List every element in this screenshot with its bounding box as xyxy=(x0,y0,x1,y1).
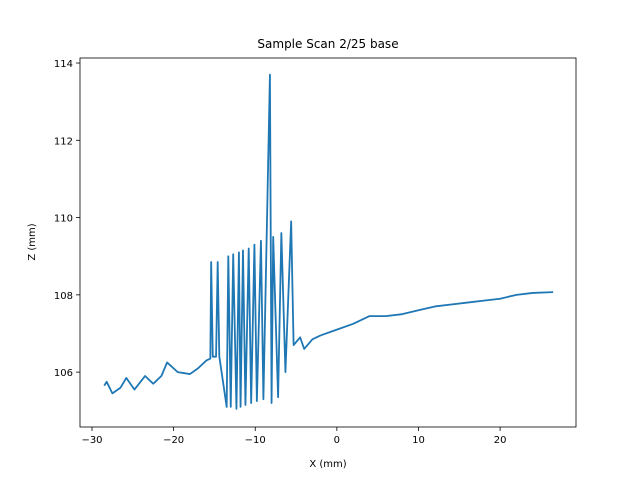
x-tick-label: −30 xyxy=(81,435,102,446)
data-line xyxy=(103,73,554,410)
y-tick-label: 110 xyxy=(54,214,73,225)
x-tick-label: −10 xyxy=(245,435,266,446)
y-tick-label: 112 xyxy=(54,136,73,147)
x-tick-label: 10 xyxy=(412,435,425,446)
x-tick-label: 0 xyxy=(334,435,340,446)
y-tick-label: 108 xyxy=(54,291,73,302)
chart-title: Sample Scan 2/25 base xyxy=(257,37,398,51)
y-tick-label: 114 xyxy=(54,59,73,70)
x-tick-label: 20 xyxy=(494,435,507,446)
x-tick-label: −20 xyxy=(163,435,184,446)
y-axis-label: Z (mm) xyxy=(27,223,38,260)
plot-frame xyxy=(79,57,577,428)
y-tick-label: 106 xyxy=(54,368,73,379)
x-axis-label: X (mm) xyxy=(309,459,346,470)
